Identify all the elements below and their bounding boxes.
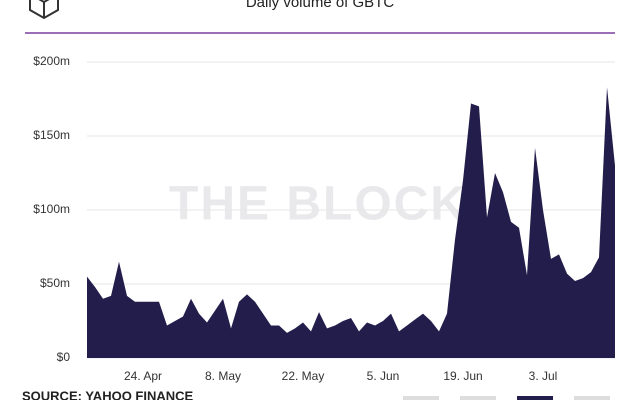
- chart-title: Daily volume of GBTC: [246, 0, 395, 11]
- x-tick-label: 5. Jun: [367, 369, 400, 383]
- x-tick-label: 24. Apr: [124, 369, 162, 383]
- range-button[interactable]: [517, 396, 553, 400]
- y-tick-label: $200m: [33, 54, 70, 68]
- y-tick-label: $50m: [40, 276, 70, 290]
- area: [87, 87, 615, 358]
- y-tick-label: $150m: [33, 128, 70, 142]
- range-button[interactable]: [574, 396, 610, 400]
- range-button[interactable]: [460, 396, 496, 400]
- x-tick-label: 22. May: [282, 369, 325, 383]
- x-tick-label: 19. Jun: [443, 369, 482, 383]
- range-buttons: [403, 396, 610, 400]
- logo: [29, 0, 59, 20]
- y-tick-label: $0: [57, 350, 71, 364]
- x-tick-label: 8. May: [205, 369, 241, 383]
- x-tick-label: 3. Jul: [529, 369, 558, 383]
- source: SOURCE: YAHOO FINANCE: [22, 388, 194, 400]
- watermark: THE BLOCK: [169, 178, 467, 231]
- y-tick-label: $100m: [33, 202, 70, 216]
- range-button[interactable]: [403, 396, 439, 400]
